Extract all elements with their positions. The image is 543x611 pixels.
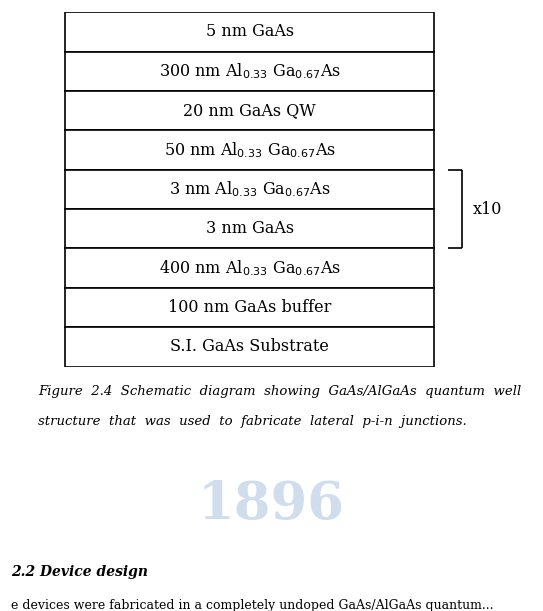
Text: 3 nm GaAs: 3 nm GaAs <box>206 221 294 237</box>
Bar <box>65 327 434 367</box>
Bar <box>65 288 434 327</box>
Text: 20 nm GaAs QW: 20 nm GaAs QW <box>184 102 316 119</box>
Bar <box>65 209 434 249</box>
Text: 1896: 1896 <box>198 478 345 530</box>
Text: structure  that  was  used  to  fabricate  lateral  p-i-n  junctions.: structure that was used to fabricate lat… <box>38 415 467 428</box>
Text: S.I. GaAs Substrate: S.I. GaAs Substrate <box>171 338 329 356</box>
Text: x10: x10 <box>472 200 502 218</box>
Text: 400 nm Al$_{0.33}$ Ga$_{0.67}$As: 400 nm Al$_{0.33}$ Ga$_{0.67}$As <box>159 258 341 278</box>
Text: 50 nm Al$_{0.33}$ Ga$_{0.67}$As: 50 nm Al$_{0.33}$ Ga$_{0.67}$As <box>164 140 336 160</box>
Bar <box>65 130 434 170</box>
Text: 3 nm Al$_{0.33}$ Ga$_{0.67}$As: 3 nm Al$_{0.33}$ Ga$_{0.67}$As <box>169 180 331 199</box>
Text: Figure  2.4  Schematic  diagram  showing  GaAs/AlGaAs  quantum  well: Figure 2.4 Schematic diagram showing GaA… <box>38 385 521 398</box>
Text: 300 nm Al$_{0.33}$ Ga$_{0.67}$As: 300 nm Al$_{0.33}$ Ga$_{0.67}$As <box>159 62 341 81</box>
Bar <box>65 51 434 91</box>
Text: e devices were fabricated in a completely undoped GaAs/AlGaAs quantum...: e devices were fabricated in a completel… <box>11 599 494 611</box>
Text: 100 nm GaAs buffer: 100 nm GaAs buffer <box>168 299 331 316</box>
Bar <box>65 170 434 209</box>
Bar <box>65 91 434 130</box>
Text: 2.2 Device design: 2.2 Device design <box>11 565 148 579</box>
Bar <box>65 249 434 288</box>
Bar <box>65 12 434 51</box>
Text: 5 nm GaAs: 5 nm GaAs <box>206 23 294 40</box>
